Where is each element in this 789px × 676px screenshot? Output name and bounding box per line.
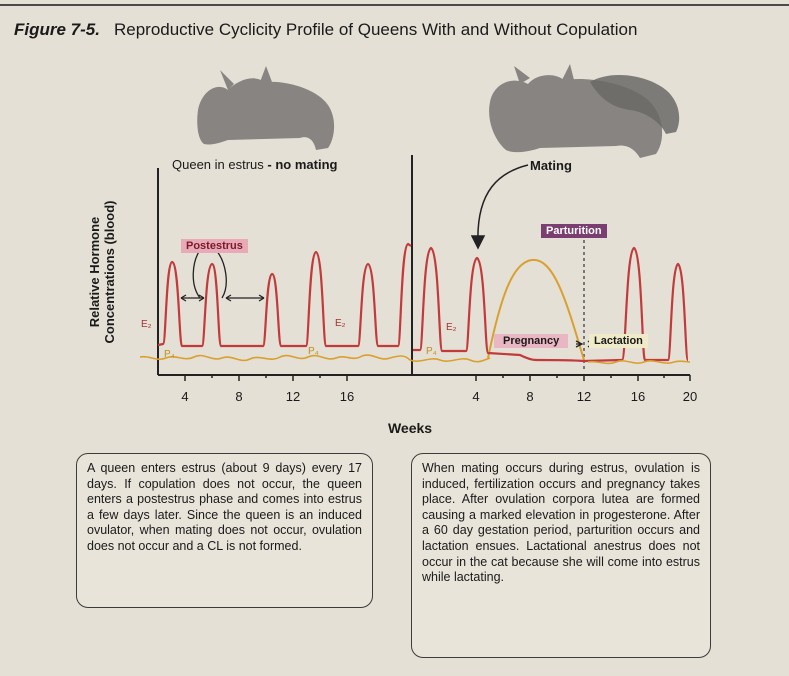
progesterone-baseline-curve bbox=[139, 354, 691, 365]
progesterone-pregnancy-curve bbox=[487, 258, 585, 361]
progesterone-label-1: P₄ bbox=[164, 349, 175, 360]
postestrus-brackets bbox=[180, 249, 265, 302]
progesterone-label-2: P₄ bbox=[308, 346, 319, 357]
estradiol-curve-left bbox=[157, 242, 412, 348]
estradiol-curve-right bbox=[413, 246, 690, 363]
estradiol-label-3: E₂ bbox=[446, 322, 457, 333]
left-tick-label: 8 bbox=[235, 389, 243, 404]
x-axis-label: Weeks bbox=[387, 420, 433, 436]
right-tick-label: 12 bbox=[576, 389, 592, 404]
parturition-tag: Parturition bbox=[541, 224, 607, 238]
estradiol-label-1: E₂ bbox=[141, 319, 152, 330]
cat-standing-illustration bbox=[197, 66, 335, 150]
mating-label: Mating bbox=[530, 158, 572, 173]
figure-caption: Reproductive Cyclicity Profile of Queens… bbox=[113, 20, 638, 39]
y-axis-label-line1: Relative Hormone bbox=[87, 216, 102, 328]
y-axis-label: Relative Hormone Concentrations (blood) bbox=[87, 157, 117, 387]
y-axis-label-line2: Concentrations (blood) bbox=[102, 200, 117, 344]
progesterone-label-3: P₄ bbox=[426, 346, 437, 357]
left-tick-marks bbox=[184, 375, 348, 381]
right-tick-label: 20 bbox=[682, 389, 698, 404]
cat-mating-illustration bbox=[489, 64, 680, 158]
right-tick-label: 16 bbox=[630, 389, 646, 404]
mating-explanation-box: When mating occurs during estrus, ovulat… bbox=[411, 453, 711, 658]
postestrus-tag: Postestrus bbox=[181, 239, 248, 253]
no-mating-explanation-box: A queen enters estrus (about 9 days) eve… bbox=[76, 453, 373, 608]
lactation-tag: Lactation bbox=[589, 334, 648, 348]
top-rule bbox=[0, 4, 789, 6]
left-tick-label: 16 bbox=[339, 389, 355, 404]
right-tick-label: 8 bbox=[526, 389, 534, 404]
mating-arrow bbox=[470, 164, 529, 250]
estradiol-label-2: E₂ bbox=[335, 318, 346, 329]
figure-title: Figure 7-5. Reproductive Cyclicity Profil… bbox=[14, 20, 637, 40]
figure-number: Figure 7-5. bbox=[14, 20, 100, 39]
queen-estrus-label-text: Queen in estrus bbox=[172, 157, 264, 172]
left-tick-label: 4 bbox=[181, 389, 189, 404]
pregnancy-tag: Pregnancy bbox=[494, 334, 569, 348]
queen-estrus-label-bold: - no mating bbox=[267, 157, 338, 172]
right-tick-label: 4 bbox=[472, 389, 480, 404]
right-tick-marks bbox=[475, 375, 691, 381]
left-tick-label: 12 bbox=[285, 389, 301, 404]
queen-estrus-label: Queen in estrus - no mating bbox=[172, 157, 337, 172]
